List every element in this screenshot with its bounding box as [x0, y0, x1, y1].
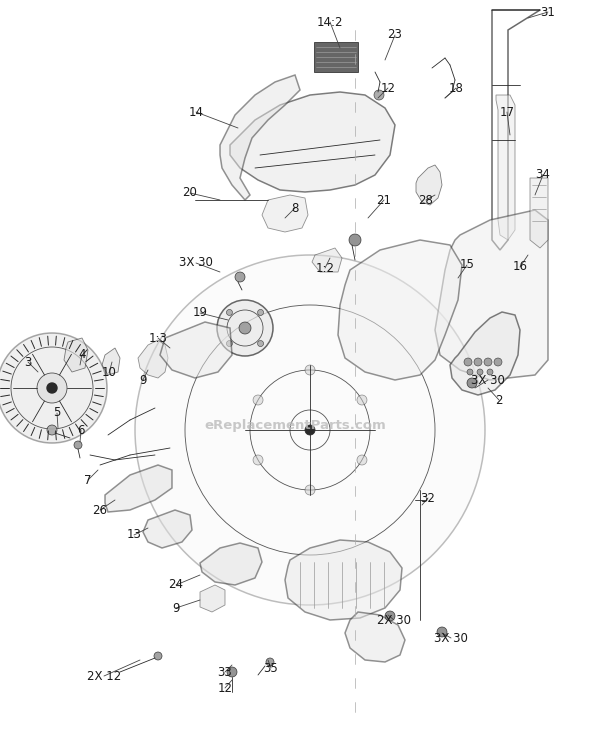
Circle shape [357, 455, 367, 465]
Circle shape [0, 333, 107, 443]
Circle shape [227, 667, 237, 677]
Circle shape [266, 658, 274, 666]
Text: 28: 28 [418, 193, 434, 207]
Circle shape [437, 627, 447, 637]
Text: eReplacementParts.com: eReplacementParts.com [204, 418, 386, 432]
Text: 1:2: 1:2 [316, 262, 335, 274]
Text: 4: 4 [78, 348, 86, 362]
Text: 8: 8 [291, 201, 299, 215]
Circle shape [227, 309, 232, 316]
Text: 3X 30: 3X 30 [434, 632, 468, 644]
Polygon shape [435, 210, 548, 380]
Polygon shape [160, 322, 232, 378]
Circle shape [477, 369, 483, 375]
Circle shape [374, 90, 384, 100]
Text: 9: 9 [139, 374, 147, 386]
Circle shape [487, 369, 493, 375]
Circle shape [37, 373, 67, 403]
Circle shape [349, 234, 361, 246]
Circle shape [47, 425, 57, 435]
Polygon shape [262, 195, 308, 232]
Circle shape [258, 309, 264, 316]
Text: 35: 35 [264, 661, 278, 675]
Text: 14: 14 [188, 106, 204, 118]
Text: 3X 30: 3X 30 [471, 374, 505, 386]
Circle shape [135, 255, 485, 605]
Circle shape [253, 395, 263, 405]
Text: 1:3: 1:3 [149, 331, 168, 345]
Polygon shape [338, 240, 462, 380]
Text: 9: 9 [172, 602, 180, 614]
Polygon shape [285, 540, 402, 620]
Text: 19: 19 [192, 307, 208, 319]
Text: 17: 17 [500, 106, 514, 118]
Text: 12: 12 [381, 82, 395, 94]
Polygon shape [220, 75, 300, 200]
Polygon shape [230, 92, 395, 192]
Circle shape [494, 358, 502, 366]
Text: 10: 10 [101, 366, 116, 380]
Circle shape [217, 300, 273, 356]
Text: 2X 30: 2X 30 [377, 614, 411, 626]
Text: 18: 18 [448, 82, 463, 94]
Circle shape [474, 358, 482, 366]
Polygon shape [416, 165, 442, 205]
Text: 16: 16 [513, 261, 527, 273]
Circle shape [227, 340, 232, 346]
Text: 3X 30: 3X 30 [179, 256, 213, 270]
Circle shape [47, 383, 57, 393]
Circle shape [467, 369, 473, 375]
Text: 20: 20 [182, 186, 198, 200]
Text: 24: 24 [169, 579, 183, 591]
Circle shape [154, 652, 162, 660]
Polygon shape [496, 95, 515, 240]
Circle shape [305, 425, 315, 435]
Circle shape [305, 365, 315, 375]
Text: 2X 12: 2X 12 [87, 669, 121, 683]
Text: 15: 15 [460, 259, 474, 271]
Text: 26: 26 [93, 504, 107, 516]
Text: 31: 31 [540, 5, 555, 19]
Text: 32: 32 [421, 492, 435, 504]
Circle shape [235, 272, 245, 282]
Text: 6: 6 [77, 424, 85, 436]
Polygon shape [314, 42, 358, 72]
Circle shape [385, 611, 395, 621]
Text: 23: 23 [388, 28, 402, 42]
Text: 5: 5 [53, 406, 61, 420]
Polygon shape [138, 340, 168, 378]
Circle shape [258, 340, 264, 346]
Polygon shape [345, 612, 405, 662]
Polygon shape [143, 510, 192, 548]
Circle shape [305, 485, 315, 495]
Text: 21: 21 [376, 193, 392, 207]
Polygon shape [450, 312, 520, 395]
Text: 14:2: 14:2 [317, 16, 343, 28]
Text: 3: 3 [24, 355, 32, 369]
Text: 33: 33 [218, 666, 232, 678]
Circle shape [74, 441, 82, 449]
Polygon shape [102, 348, 120, 375]
Polygon shape [105, 465, 172, 512]
Circle shape [464, 358, 472, 366]
Text: 2: 2 [495, 394, 503, 406]
Circle shape [467, 378, 477, 388]
Polygon shape [200, 585, 225, 612]
Polygon shape [64, 338, 88, 372]
Text: 34: 34 [536, 169, 550, 181]
Text: 7: 7 [84, 473, 92, 487]
Polygon shape [200, 543, 262, 585]
Circle shape [484, 358, 492, 366]
Polygon shape [312, 248, 342, 272]
Polygon shape [530, 178, 548, 248]
Circle shape [253, 455, 263, 465]
Text: 13: 13 [127, 528, 142, 542]
Circle shape [239, 322, 251, 334]
Text: 12: 12 [218, 681, 232, 695]
Circle shape [357, 395, 367, 405]
